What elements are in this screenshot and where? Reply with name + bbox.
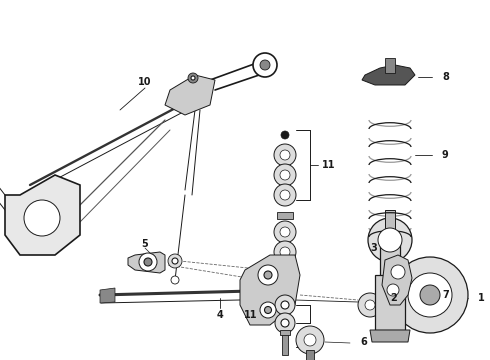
Circle shape: [264, 271, 272, 279]
Circle shape: [274, 261, 296, 283]
Circle shape: [274, 241, 296, 263]
Circle shape: [274, 184, 296, 206]
Circle shape: [296, 326, 324, 354]
Circle shape: [280, 267, 290, 277]
Polygon shape: [100, 288, 115, 303]
Text: 8: 8: [442, 72, 449, 82]
Circle shape: [191, 76, 195, 80]
Circle shape: [280, 227, 290, 237]
Circle shape: [275, 295, 295, 315]
Text: 1: 1: [478, 293, 485, 303]
Circle shape: [172, 258, 178, 264]
Text: 11: 11: [244, 310, 257, 320]
Text: 10: 10: [138, 77, 152, 87]
Circle shape: [265, 306, 271, 314]
Circle shape: [274, 164, 296, 186]
Bar: [385, 210, 395, 242]
Polygon shape: [240, 255, 300, 325]
Polygon shape: [128, 252, 165, 273]
Circle shape: [188, 73, 198, 83]
Circle shape: [387, 284, 399, 296]
Circle shape: [281, 131, 289, 139]
Circle shape: [275, 313, 295, 333]
Circle shape: [260, 60, 270, 70]
Polygon shape: [362, 65, 415, 85]
Circle shape: [274, 221, 296, 243]
Circle shape: [258, 265, 278, 285]
Circle shape: [24, 200, 60, 236]
Polygon shape: [382, 255, 412, 305]
Bar: [277, 212, 293, 219]
Bar: [306, 350, 314, 360]
Polygon shape: [370, 330, 410, 342]
Circle shape: [274, 144, 296, 166]
Text: 9: 9: [442, 150, 449, 160]
Text: 4: 4: [217, 310, 223, 320]
Polygon shape: [165, 75, 215, 115]
Circle shape: [144, 258, 152, 266]
Circle shape: [420, 285, 440, 305]
Bar: [380, 240, 400, 285]
Circle shape: [139, 253, 157, 271]
Bar: [282, 333, 288, 355]
Circle shape: [391, 265, 405, 279]
Circle shape: [280, 247, 290, 257]
Circle shape: [171, 276, 179, 284]
Circle shape: [378, 228, 402, 252]
Text: 5: 5: [142, 239, 148, 249]
Text: 7: 7: [442, 290, 449, 300]
Text: 2: 2: [390, 293, 397, 303]
Polygon shape: [5, 175, 80, 255]
Circle shape: [168, 254, 182, 268]
Circle shape: [260, 302, 276, 318]
Bar: [385, 58, 395, 73]
Circle shape: [368, 218, 412, 262]
Circle shape: [253, 53, 277, 77]
Circle shape: [281, 301, 289, 309]
Circle shape: [280, 170, 290, 180]
Bar: [280, 330, 290, 335]
Circle shape: [304, 334, 316, 346]
Circle shape: [358, 293, 382, 317]
Bar: [375, 275, 405, 330]
Text: 3: 3: [370, 243, 377, 253]
Text: 6: 6: [360, 337, 367, 347]
Circle shape: [392, 257, 468, 333]
Text: 11: 11: [322, 160, 336, 170]
Circle shape: [281, 319, 289, 327]
Circle shape: [280, 150, 290, 160]
Circle shape: [365, 300, 375, 310]
Circle shape: [408, 273, 452, 317]
Circle shape: [280, 190, 290, 200]
